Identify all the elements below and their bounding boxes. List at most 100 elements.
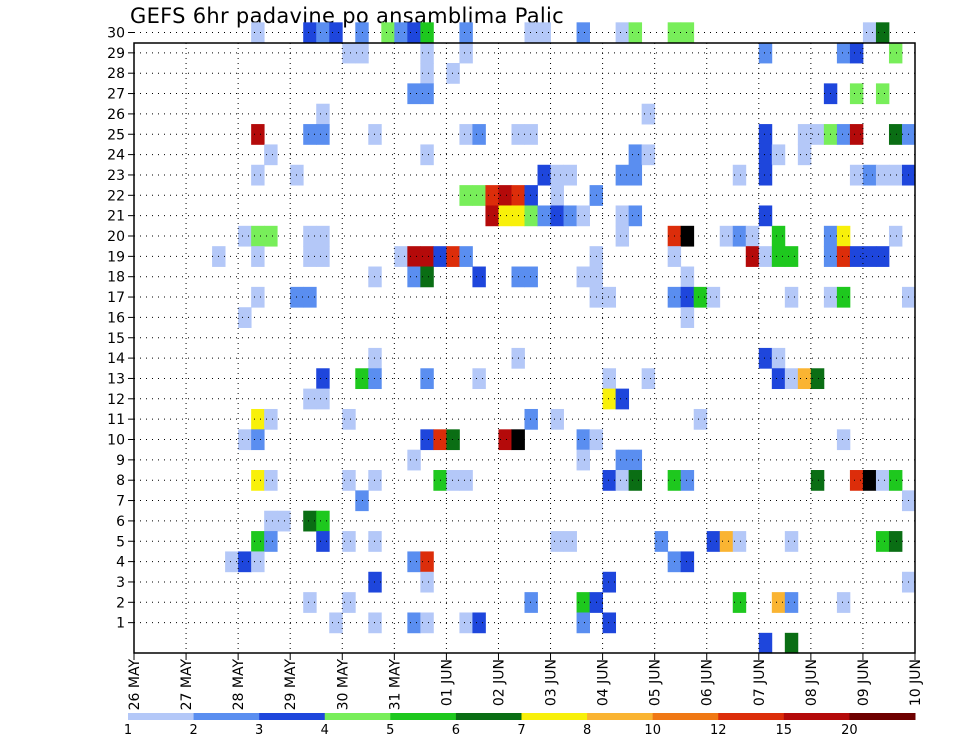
precip-cell — [758, 124, 773, 145]
precip-cell — [251, 246, 265, 267]
y-tick-label: 25 — [107, 127, 125, 143]
precip-cell — [680, 22, 695, 44]
x-tick-label: 26 MAY — [127, 659, 143, 711]
precip-cells — [212, 22, 916, 654]
precip-cell — [758, 246, 773, 267]
precip-cell — [693, 286, 708, 308]
precip-cell — [680, 470, 695, 491]
precip-cell — [316, 103, 330, 125]
precip-cell — [537, 22, 551, 44]
precip-cell — [615, 225, 630, 247]
precip-cell — [641, 103, 656, 125]
precip-cell — [316, 124, 330, 145]
precip-cell — [836, 225, 851, 247]
precip-cell — [563, 205, 577, 227]
legend-label: 7 — [517, 723, 525, 738]
precip-cell — [615, 388, 630, 410]
precip-cell — [706, 531, 721, 552]
legend-swatch — [128, 713, 195, 720]
legend-swatch — [652, 713, 719, 720]
precip-cell — [758, 164, 773, 186]
y-tick-label: 2 — [116, 595, 125, 611]
legend-label: 15 — [776, 723, 793, 738]
precip-cell — [355, 42, 369, 64]
precip-cell — [420, 42, 434, 64]
y-tick-label: 19 — [107, 249, 125, 265]
precip-cell — [862, 246, 877, 267]
x-tick-label: 30 MAY — [335, 659, 351, 711]
y-tick-label: 12 — [107, 392, 125, 408]
precip-cell — [836, 124, 851, 145]
precip-cell — [342, 408, 356, 430]
precip-cell — [784, 531, 799, 552]
precip-cell — [576, 205, 590, 227]
precip-cell — [316, 225, 330, 247]
y-tick-label: 6 — [116, 514, 125, 530]
precip-cell — [407, 22, 421, 44]
precip-cell — [784, 246, 799, 267]
precip-cell — [576, 22, 590, 44]
precip-cell — [407, 246, 421, 267]
precip-cell — [264, 225, 278, 247]
precip-cell — [758, 205, 773, 227]
precip-cell — [537, 205, 551, 227]
precip-cell — [862, 164, 877, 186]
precip-cell — [251, 470, 265, 491]
legend-swatch — [259, 713, 326, 720]
precip-cell — [498, 429, 512, 451]
precip-cell — [472, 185, 486, 206]
precip-cell — [355, 368, 369, 390]
x-axis-ticks: 26 MAY 27 MAY 28 MAY 29 MAY 30 MAY 31 MAY 01 J… — [127, 653, 924, 710]
x-tick-label: 09 JUN — [856, 659, 872, 706]
x-tick-label: 02 JUN — [492, 659, 508, 706]
x-tick-label: 29 MAY — [283, 659, 299, 711]
precip-cell — [849, 470, 864, 491]
precip-cell — [862, 470, 877, 491]
precip-cell — [758, 144, 773, 166]
precip-cell — [576, 592, 590, 613]
precip-cell — [368, 368, 382, 390]
precip-cell — [342, 592, 356, 613]
x-tick-label: 28 MAY — [231, 659, 247, 711]
precip-cell — [316, 368, 330, 390]
precip-cell — [420, 266, 434, 288]
precip-cell — [849, 124, 864, 145]
y-tick-label: 26 — [107, 107, 125, 123]
precip-cell — [771, 368, 786, 390]
legend-swatch — [455, 713, 522, 720]
precip-cell — [732, 225, 747, 247]
precip-cell — [615, 164, 630, 186]
precip-cell — [797, 368, 812, 390]
y-tick-label: 4 — [116, 555, 125, 571]
y-tick-label: 20 — [107, 229, 125, 245]
precip-cell — [459, 22, 473, 44]
precip-cell — [251, 429, 265, 451]
precip-cell — [238, 307, 252, 328]
precip-cell — [342, 42, 356, 64]
precip-cell — [407, 612, 421, 634]
precip-cell — [342, 531, 356, 552]
precip-cell — [628, 22, 643, 44]
precip-cell — [238, 429, 252, 451]
y-tick-label: 28 — [107, 66, 125, 82]
legend-label: 2 — [189, 723, 197, 738]
precip-cell — [472, 612, 486, 634]
precip-cell — [277, 510, 291, 532]
precip-cell — [602, 571, 617, 593]
precip-cell — [888, 124, 903, 145]
chart-title: GEFS 6hr padavine po ansamblima Palic — [130, 4, 565, 28]
precip-cell — [420, 144, 434, 166]
precip-cell — [875, 531, 890, 552]
x-tick-label: 07 JUN — [752, 659, 768, 706]
legend-label: 12 — [710, 723, 727, 738]
y-tick-label: 24 — [107, 148, 125, 164]
precip-cell — [550, 408, 564, 430]
precip-cell — [875, 470, 890, 491]
precip-cell — [381, 22, 395, 44]
precip-cell — [251, 124, 265, 145]
precip-cell — [771, 225, 786, 247]
y-tick-label: 23 — [107, 168, 125, 184]
y-tick-label: 10 — [107, 433, 125, 449]
precip-cell — [316, 531, 330, 552]
